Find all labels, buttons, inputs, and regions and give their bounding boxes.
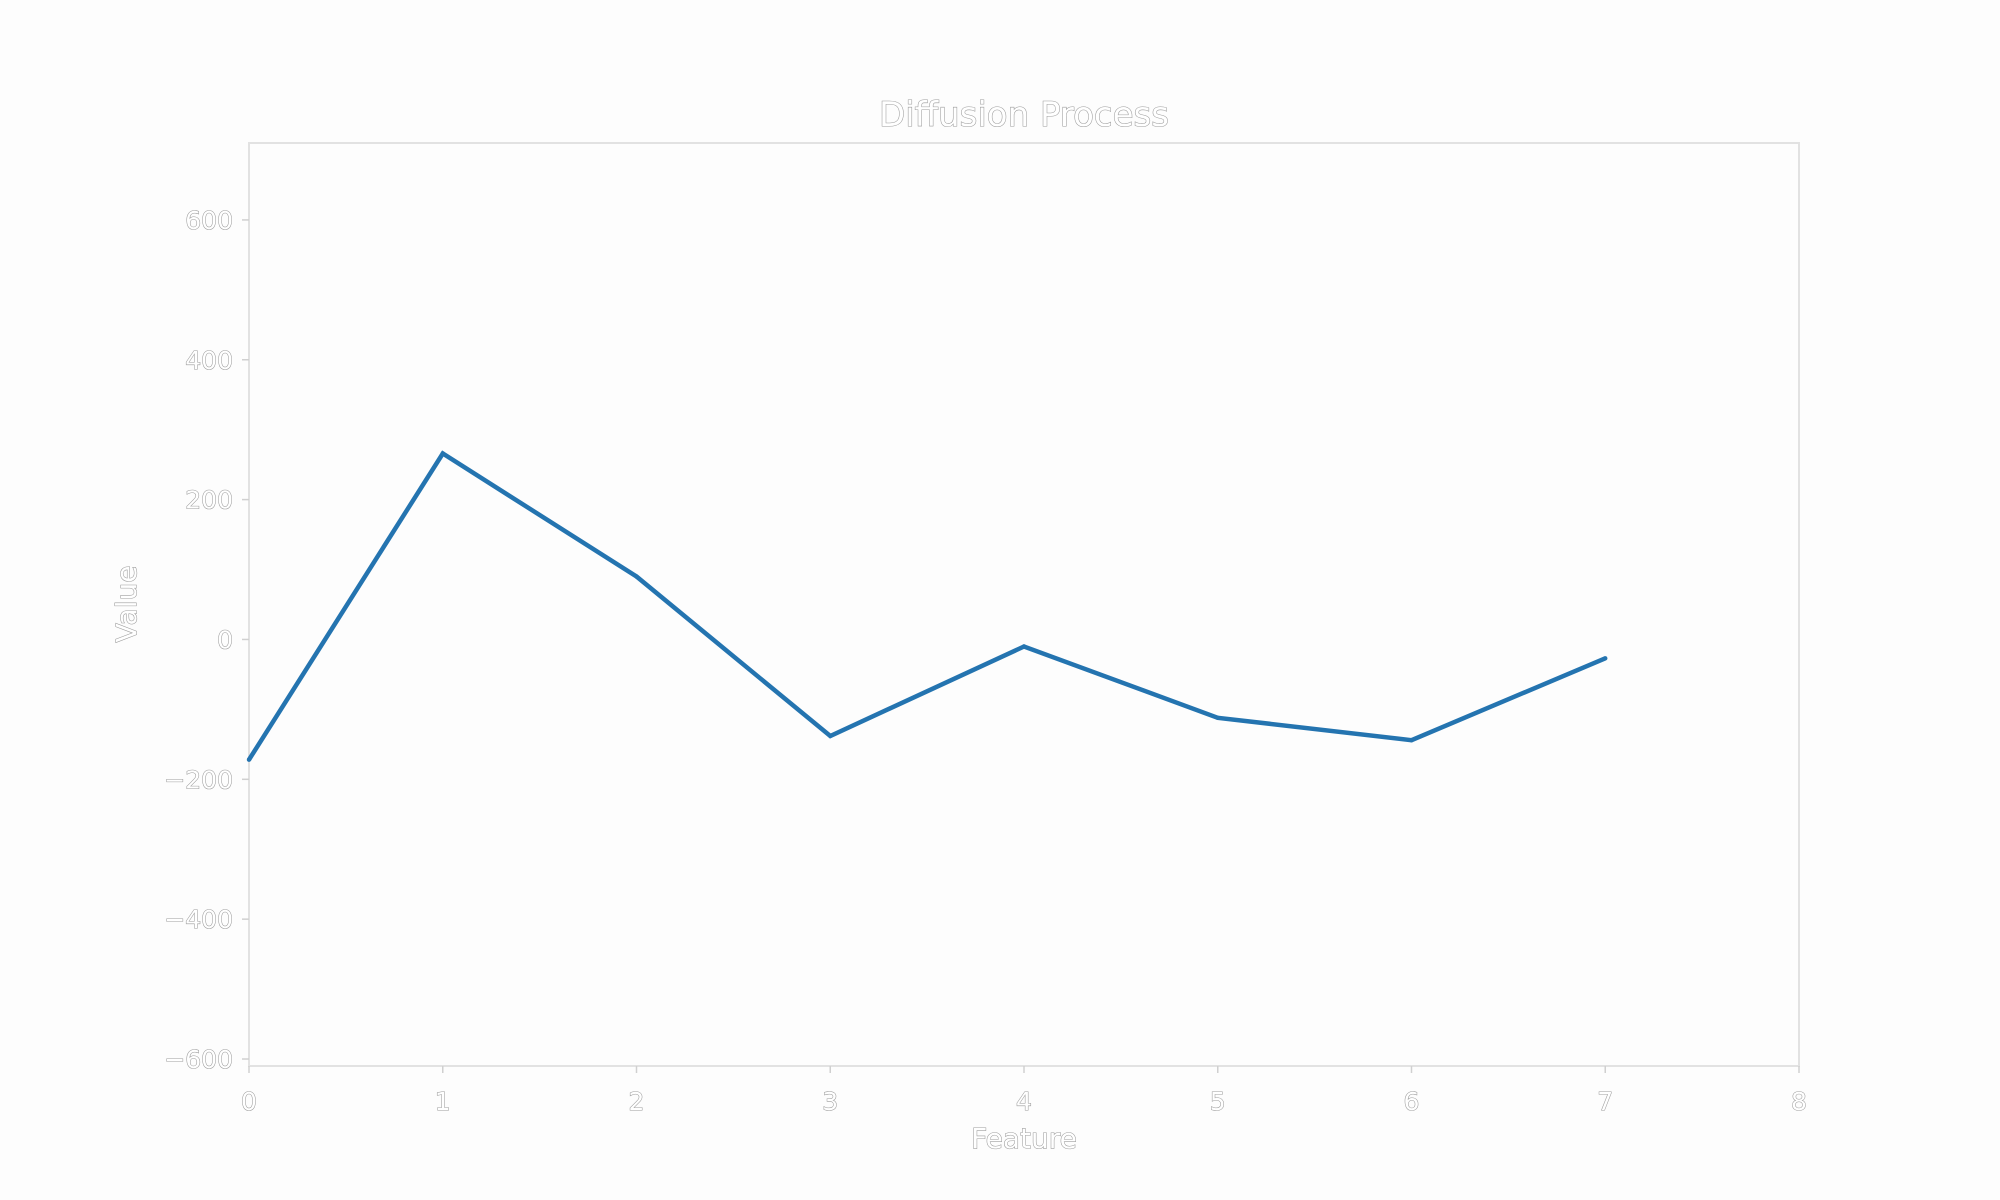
data-point: [1215, 715, 1220, 720]
y-tick-label: 200: [185, 486, 233, 515]
y-tick-label: −400: [164, 905, 233, 934]
y-tick-label: 400: [185, 346, 233, 375]
x-tick-label: 2: [629, 1087, 645, 1116]
x-axis-label: Feature: [971, 1122, 1077, 1155]
y-tick-label: 0: [217, 625, 233, 654]
data-point: [1021, 644, 1027, 649]
x-tick-label: 7: [1597, 1087, 1613, 1116]
y-axis-label: Value: [110, 566, 143, 643]
x-axis-ticks: 0 1 2 3 4 5 6 7 8: [240, 1066, 1808, 1117]
chart-title: Diffusion Process: [879, 95, 1169, 135]
x-tick-label: 1: [435, 1087, 451, 1116]
data-point: [1603, 656, 1608, 661]
data-point: [634, 574, 639, 579]
y-tick-label: 600: [185, 206, 233, 235]
series-layer: [246, 450, 1608, 762]
data-point: [828, 733, 833, 739]
y-axis-ticks: 600 400 200 0 −200 −400 −600: [164, 205, 249, 1075]
x-tick-label: 6: [1404, 1087, 1420, 1116]
data-point: [246, 757, 252, 762]
plot-frame: [248, 142, 1800, 1067]
data-point: [440, 451, 445, 456]
x-tick-label: 8: [1791, 1087, 1807, 1116]
x-tick-label: 0: [241, 1087, 257, 1116]
x-tick-label: 5: [1210, 1087, 1226, 1116]
series-line: [247, 450, 1607, 761]
x-tick-label: 3: [822, 1087, 838, 1116]
y-tick-label: −600: [164, 1045, 233, 1074]
y-tick-label: −200: [164, 765, 233, 794]
x-tick-label: 4: [1016, 1087, 1032, 1116]
data-point: [1409, 737, 1414, 743]
